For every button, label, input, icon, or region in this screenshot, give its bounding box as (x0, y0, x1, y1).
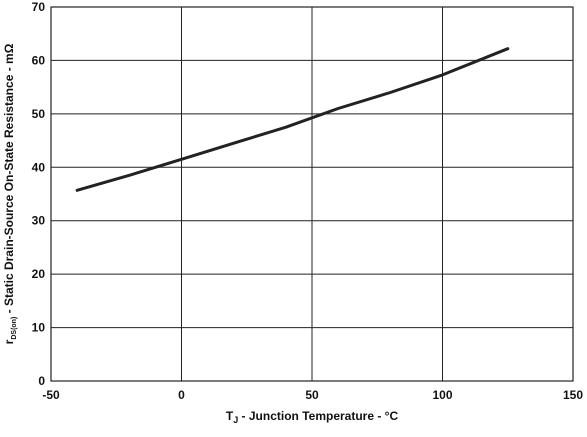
y-axis-label-main: r (2, 339, 16, 344)
x-axis-label-rest: - Junction Temperature - °C (238, 409, 398, 423)
y-tick-label: 30 (32, 214, 46, 228)
series-line (75, 47, 510, 192)
y-tick-label: 0 (38, 374, 45, 388)
x-axis-label-subscript: J (233, 415, 238, 425)
y-tick-label: 70 (32, 0, 46, 14)
x-tick-label: 150 (563, 388, 583, 402)
x-axis-label: TJ - Junction Temperature - °C (226, 409, 399, 425)
x-tick-label: 50 (305, 388, 319, 402)
y-tick-label: 10 (32, 321, 46, 335)
x-tick-label: 0 (178, 388, 185, 402)
grid-lines (51, 7, 573, 381)
series-layer (75, 47, 510, 192)
y-axis-label-subscript: DS(on) (11, 317, 18, 340)
x-tick-label: 100 (432, 388, 452, 402)
y-axis-label: rDS(on) - Static Drain-Source On-State R… (2, 43, 18, 344)
y-tick-label: 60 (32, 53, 46, 67)
y-axis-label-rest: - Static Drain-Source On-State Resistanc… (2, 43, 16, 316)
y-tick-label: 50 (32, 107, 46, 121)
x-axis-label-main: T (226, 409, 234, 423)
plot-frame (50, 6, 574, 382)
y-tick-label: 20 (32, 267, 46, 281)
y-tick-label: 40 (32, 160, 46, 174)
x-tick-label: -50 (42, 388, 60, 402)
